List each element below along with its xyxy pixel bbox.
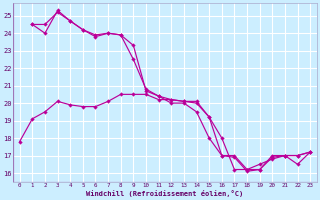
X-axis label: Windchill (Refroidissement éolien,°C): Windchill (Refroidissement éolien,°C) [86,190,244,197]
